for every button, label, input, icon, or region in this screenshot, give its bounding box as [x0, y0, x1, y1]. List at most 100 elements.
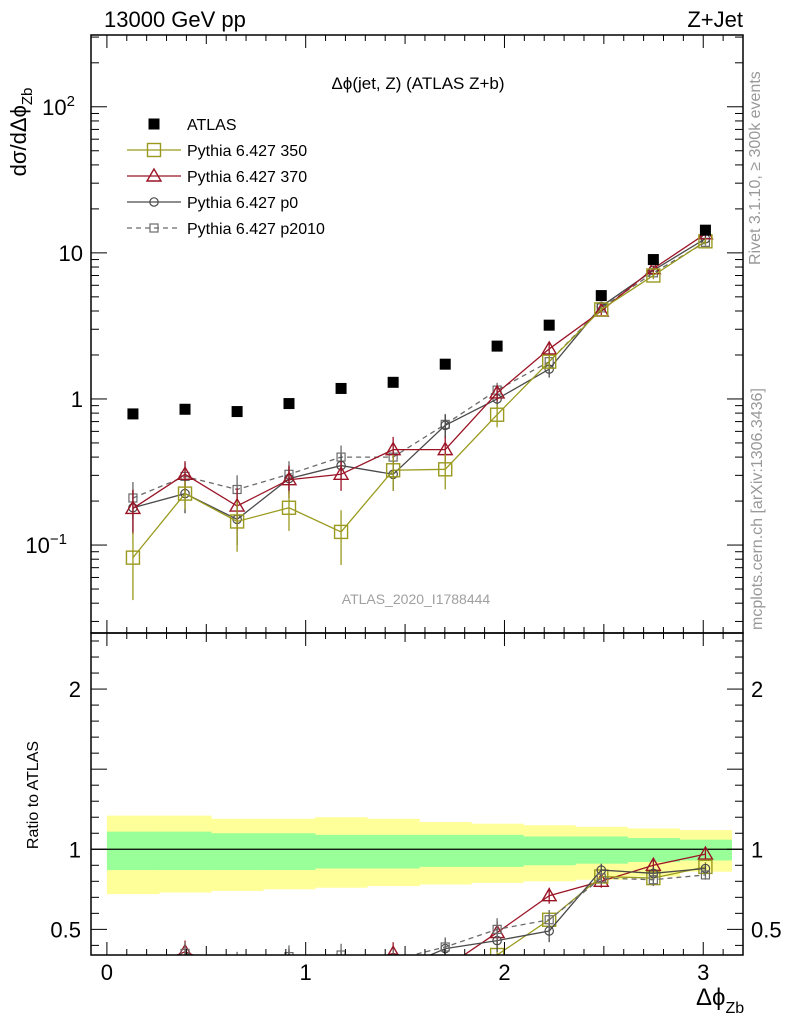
point-atlas	[283, 398, 295, 410]
legend-label-p370: Pythia 6.427 370	[187, 169, 307, 186]
point-atlas	[335, 382, 347, 394]
stat-uncertainty-band	[367, 834, 420, 869]
point-p350	[594, 302, 609, 317]
ratio-line-p370	[175, 853, 706, 955]
legend: ATLAS Pythia 6.427 350 Pythia 6.427 370 Pyt…	[127, 117, 325, 238]
ratio-y-tick-label-right: 2	[751, 677, 763, 702]
line-p2010	[132, 241, 706, 499]
ratio-point-p2010	[700, 870, 711, 880]
point-p370	[332, 465, 350, 480]
plot-title: Δϕ(jet, Z) (ATLAS Z+b)	[331, 74, 504, 93]
legend-marker-p0	[149, 197, 159, 207]
ratio-line-p0	[428, 867, 706, 955]
x-tick-label: 1	[300, 960, 312, 985]
point-p350	[438, 462, 453, 477]
y-tick-label-base: 10	[42, 95, 66, 120]
legend-marker-p350	[146, 142, 162, 158]
main-series-group	[124, 224, 714, 601]
point-atlas	[543, 319, 555, 331]
ratio-point-p2010	[648, 875, 658, 885]
y-tick-label: 1	[71, 387, 83, 412]
mcplots-label: mcplots.cern.ch [arXiv:1306.3436]	[749, 388, 766, 630]
x-axis-label-main: Δϕ	[696, 984, 725, 1011]
point-p370	[384, 441, 402, 456]
stat-uncertainty-band	[419, 834, 472, 867]
point-atlas	[231, 406, 243, 418]
legend-marker-p370	[145, 167, 163, 182]
y-axis-label: dσ/dΔϕZb	[6, 88, 36, 177]
point-atlas	[127, 408, 139, 420]
y-tick-label-exponent: −1	[50, 531, 67, 548]
y-tick-label-base: 10	[59, 241, 83, 266]
point-p350	[385, 463, 401, 478]
line-p350	[132, 240, 706, 559]
ratio-series-group	[175, 845, 714, 955]
ratio-point-p2010	[544, 915, 554, 925]
ratio-point-p370	[697, 845, 714, 860]
x-tick-label: 2	[498, 960, 510, 985]
legend-marker-p2010	[149, 223, 159, 233]
analysis-label: ATLAS_2020_I1788444	[342, 591, 491, 607]
ratio-point-p370	[540, 887, 558, 902]
stat-uncertainty-band	[471, 834, 524, 867]
stat-uncertainty-band	[158, 831, 212, 871]
stat-uncertainty-band	[106, 831, 160, 871]
point-p350	[333, 524, 349, 540]
legend-marker-atlas	[148, 118, 160, 130]
point-p370	[124, 500, 142, 515]
ratio-point-p2010	[596, 873, 606, 883]
ratio-frame	[90, 632, 744, 956]
rivet-label: Rivet 3.1.10, ≥ 300k events	[747, 71, 764, 265]
point-p350	[281, 500, 297, 515]
y-axis-label-sub: Zb	[19, 88, 36, 106]
ratio-y-tick-label-right: 1	[751, 837, 763, 862]
y-axis-label-main: dσ/dΔϕ	[6, 105, 31, 176]
ratio-point-p2010	[284, 952, 294, 955]
point-atlas	[179, 403, 191, 415]
ratio-panel: 0.5 0.5 1 1 2 2 0 1 2 3 Ratio to ATLAS ΔϕZb	[25, 35, 782, 1017]
point-p350	[229, 514, 245, 529]
ratio-y-tick-label-left: 0.5	[50, 917, 81, 942]
stat-uncertainty-band	[523, 836, 576, 866]
header-left: 13000 GeV pp	[104, 7, 246, 32]
x-axis-label: ΔϕZb	[696, 984, 744, 1017]
point-p350	[541, 354, 557, 369]
point-p370	[488, 384, 506, 399]
ratio-y-axis-label: Ratio to ATLAS	[25, 741, 42, 849]
point-p350	[177, 486, 193, 501]
x-axis-label-sub: Zb	[725, 1000, 744, 1017]
ratio-point-p370	[387, 945, 399, 955]
point-atlas	[439, 358, 451, 370]
legend-label-p350: Pythia 6.427 350	[187, 143, 307, 160]
y-tick-label: 102	[42, 93, 75, 120]
header-right: Z+Jet	[687, 7, 743, 32]
ratio-point-p2010	[180, 948, 190, 955]
ratio-line-p350	[495, 866, 706, 955]
legend-label-p0: Pythia 6.427 p0	[187, 195, 298, 212]
point-atlas	[647, 254, 659, 266]
point-atlas	[387, 376, 399, 388]
point-atlas	[595, 290, 607, 302]
point-p350	[125, 550, 141, 565]
stat-uncertainty-band	[211, 833, 264, 871]
point-atlas	[699, 224, 711, 236]
point-atlas	[491, 340, 503, 352]
point-p370	[280, 471, 298, 486]
point-p370	[176, 465, 194, 480]
stat-uncertainty-band	[262, 833, 316, 871]
point-p0	[440, 420, 451, 431]
y-tick-label-exponent: 2	[67, 93, 75, 110]
stat-uncertainty-band	[315, 834, 368, 869]
ratio-point-p2010	[492, 924, 502, 934]
y-tick-label: 10−1	[25, 531, 67, 558]
legend-label-p2010: Pythia 6.427 p2010	[187, 221, 325, 238]
y-tick-label: 10	[59, 241, 83, 266]
x-tick-label: 3	[697, 960, 709, 985]
point-p350	[646, 268, 661, 283]
ratio-line-p2010	[176, 874, 706, 955]
ratio-y-tick-label-left: 1	[69, 837, 81, 862]
ratio-y-tick-label-left: 2	[69, 677, 81, 702]
point-p350	[489, 407, 505, 422]
